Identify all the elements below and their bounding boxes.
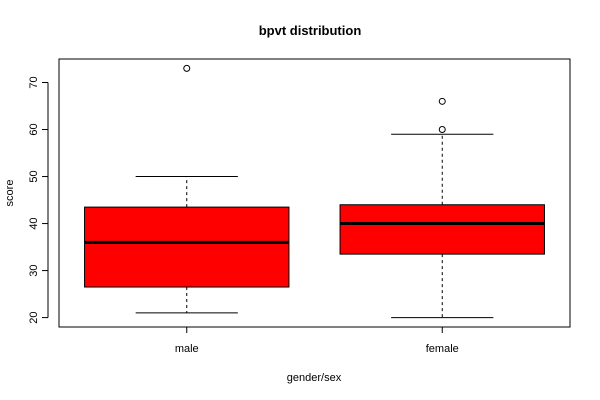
y-tick-label-5: 70 (28, 76, 40, 88)
box-rect-female (339, 204, 545, 255)
y-axis-label: score (4, 180, 16, 207)
y-tick-label-4: 60 (28, 123, 40, 135)
y-tick-label-1: 30 (28, 264, 40, 276)
box-male (84, 64, 290, 314)
box-rect-male (84, 206, 290, 288)
chart-title: bpvt distribution (259, 23, 362, 38)
x-axis: male female (175, 327, 459, 355)
outlier-male-0 (183, 64, 191, 72)
box-female (339, 97, 545, 319)
y-tick-label-3: 50 (28, 170, 40, 182)
outlier-female-1 (438, 97, 446, 105)
y-tick-label-0: 20 (28, 311, 40, 323)
x-tick-label-female: female (426, 343, 459, 355)
y-axis: 20 30 40 50 60 70 (28, 76, 49, 324)
plot-frame (58, 58, 571, 328)
boxes-layer (84, 64, 545, 319)
x-axis-label: gender/sex (287, 372, 342, 384)
x-tick-label-male: male (175, 343, 199, 355)
outlier-female-0 (438, 126, 446, 134)
y-tick-label-2: 40 (28, 217, 40, 229)
